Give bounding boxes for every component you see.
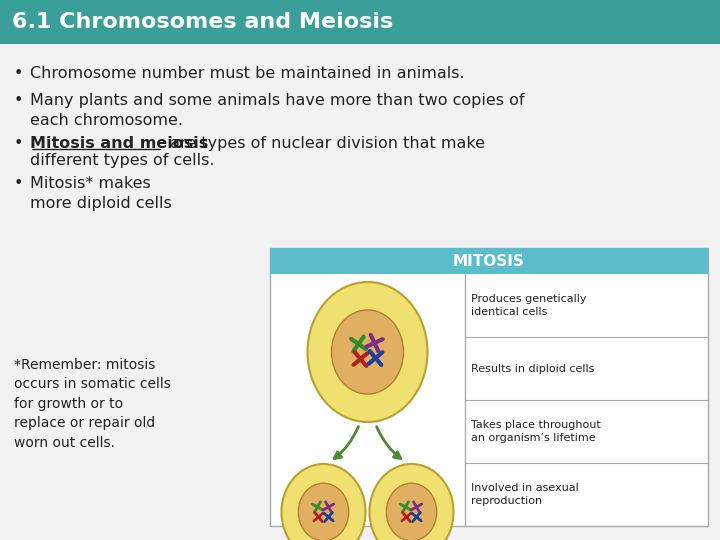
Ellipse shape [369,464,454,540]
Text: Produces genetically
identical cells: Produces genetically identical cells [471,294,587,316]
Text: *Remember: mitosis
occurs in somatic cells
for growth or to
replace or repair ol: *Remember: mitosis occurs in somatic cel… [14,358,171,450]
Text: •: • [14,176,23,191]
Text: 6.1 Chromosomes and Meiosis: 6.1 Chromosomes and Meiosis [12,12,393,32]
FancyBboxPatch shape [0,0,720,44]
Ellipse shape [298,483,348,540]
Text: •: • [14,93,23,108]
Text: MITOSIS: MITOSIS [453,253,525,268]
Text: •: • [14,136,23,151]
FancyBboxPatch shape [0,44,720,540]
Text: Takes place throughout
an organism’s lifetime: Takes place throughout an organism’s lif… [471,420,600,443]
Text: different types of cells.: different types of cells. [30,153,215,168]
Text: Involved in asexual
reproduction: Involved in asexual reproduction [471,483,579,505]
Text: Many plants and some animals have more than two copies of
each chromosome.: Many plants and some animals have more t… [30,93,524,129]
Text: Mitosis and meiosis: Mitosis and meiosis [30,136,208,151]
Ellipse shape [331,310,403,394]
Ellipse shape [387,483,437,540]
Text: Results in diploid cells: Results in diploid cells [471,363,595,374]
FancyBboxPatch shape [270,248,708,526]
Text: •: • [14,66,23,81]
Text: Mitosis* makes
more diploid cells: Mitosis* makes more diploid cells [30,176,172,211]
Ellipse shape [307,282,428,422]
Text: are types of nuclear division that make: are types of nuclear division that make [165,136,485,151]
FancyBboxPatch shape [270,248,708,274]
Ellipse shape [282,464,366,540]
Text: Chromosome number must be maintained in animals.: Chromosome number must be maintained in … [30,66,464,81]
